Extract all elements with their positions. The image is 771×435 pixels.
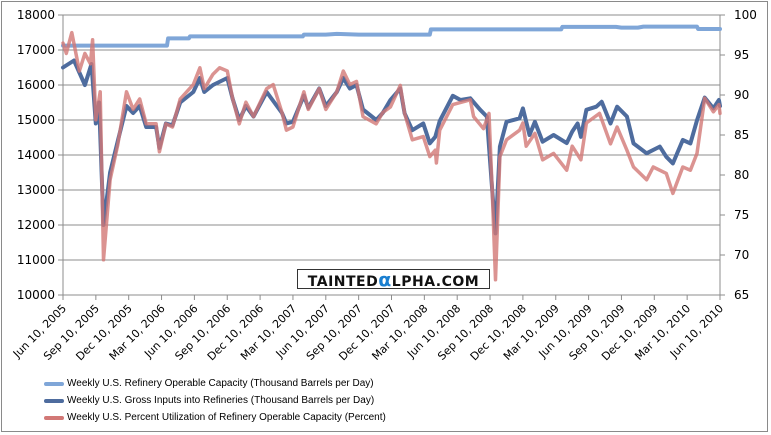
legend-swatch (44, 399, 64, 403)
legend-item-utilization: Weekly U.S. Percent Utilization of Refin… (44, 411, 386, 425)
y-right-tick-label: 75 (734, 208, 749, 222)
legend-label: Weekly U.S. Gross Inputs into Refineries… (67, 395, 375, 406)
y-right-tick-label: 90 (734, 88, 749, 102)
legend-item-gross-inputs: Weekly U.S. Gross Inputs into Refineries… (44, 394, 374, 408)
series-line-utilization (61, 30, 722, 282)
y-right-tick-label: 95 (734, 48, 749, 62)
watermark-logo: TAINTEDαLPHA.COM (297, 269, 490, 291)
watermark-text-suffix: LPHA.COM (391, 274, 480, 290)
y-left-tick-label: 12000 (17, 218, 55, 232)
legend-label: Weekly U.S. Refinery Operable Capacity (… (67, 378, 374, 389)
series-line-capacity (61, 24, 722, 48)
legend-label: Weekly U.S. Percent Utilization of Refin… (67, 412, 386, 423)
y-left-tick-label: 14000 (17, 148, 55, 162)
legend-swatch (44, 416, 64, 420)
y-right-tick-label: 70 (734, 248, 749, 262)
y-left-tick-label: 16000 (17, 78, 55, 92)
watermark-text: TAINTED (307, 274, 379, 290)
legend-swatch (44, 382, 64, 386)
watermark-alpha: α (378, 269, 392, 291)
y-right-tick-label: 85 (734, 128, 749, 142)
y-left-tick-label: 18000 (17, 8, 55, 22)
y-left-tick-label: 13000 (17, 183, 55, 197)
y-right-tick-label: 65 (734, 288, 749, 302)
series-lines (61, 24, 722, 282)
y-left-tick-label: 17000 (17, 43, 55, 57)
legend-item-capacity: Weekly U.S. Refinery Operable Capacity (… (44, 377, 374, 391)
y-left-tick-label: 11000 (17, 253, 55, 267)
y-right-tick-label: 100 (734, 8, 757, 22)
axes: 10000 11000 12000 13000 14000 15000 16000 17000… (10, 8, 757, 363)
y-left-tick-label: 15000 (17, 113, 55, 127)
y-right-tick-label: 80 (734, 168, 749, 182)
y-left-tick-label: 10000 (17, 288, 55, 302)
